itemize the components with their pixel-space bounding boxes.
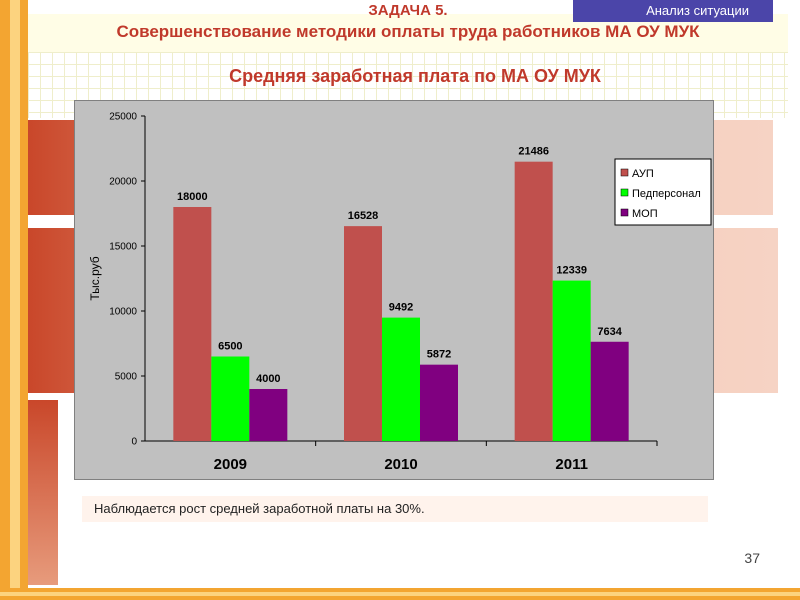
bar-Педперсонал bbox=[552, 280, 591, 441]
task-title: ЗАДАЧА 5. bbox=[368, 2, 448, 19]
data-label: 12339 bbox=[556, 265, 587, 277]
data-label: 7634 bbox=[597, 326, 622, 338]
y-tick-label: 20000 bbox=[109, 177, 137, 188]
y-axis-label: Тыс.руб bbox=[88, 256, 102, 300]
legend-swatch bbox=[620, 208, 629, 217]
chart-heading: Средняя заработная плата по МА ОУ МУК bbox=[229, 66, 601, 86]
data-label: 16528 bbox=[348, 210, 379, 222]
legend-swatch bbox=[620, 188, 629, 197]
data-label: 18000 bbox=[177, 191, 208, 203]
legend-box bbox=[614, 158, 712, 226]
data-label: 6500 bbox=[218, 341, 242, 353]
x-tick-label: 2009 bbox=[214, 456, 247, 473]
bar-Педперсонал bbox=[211, 356, 250, 441]
y-tick-label: 25000 bbox=[109, 112, 137, 123]
y-tick-label: 10000 bbox=[109, 307, 137, 318]
section-tag: Анализ ситуации bbox=[573, 0, 773, 22]
y-tick-label: 0 bbox=[131, 437, 137, 448]
bar-Педперсонал bbox=[382, 317, 420, 441]
bar-МОП bbox=[590, 341, 629, 441]
legend-swatch bbox=[620, 168, 629, 177]
bar-МОП bbox=[249, 389, 288, 441]
decorative-band-bottom bbox=[28, 400, 58, 585]
legend-label: АУП bbox=[632, 168, 654, 180]
bar-АУП bbox=[514, 161, 553, 441]
slide-subtitle: Совершенствование методики оплаты труда … bbox=[116, 22, 700, 41]
legend-label: МОП bbox=[632, 208, 658, 220]
chart-container: 0 5000 10000 15000 20000 25000 Тыс.руб 2009 1800… bbox=[74, 100, 714, 480]
bar-АУП bbox=[344, 226, 382, 441]
observation-note: Наблюдается рост средней заработной плат… bbox=[82, 496, 708, 522]
data-label: 5872 bbox=[427, 349, 451, 361]
x-tick-label: 2010 bbox=[384, 456, 417, 473]
data-label: 21486 bbox=[518, 146, 549, 158]
legend-label: Педперсонал bbox=[632, 188, 701, 200]
y-tick-label: 5000 bbox=[115, 372, 138, 383]
data-label: 9492 bbox=[389, 302, 413, 314]
left-frame-inner-bar bbox=[10, 0, 20, 600]
x-tick-label: 2011 bbox=[555, 456, 588, 473]
bar-chart: 0 5000 10000 15000 20000 25000 Тыс.руб 2009 1800… bbox=[88, 112, 712, 473]
bar-АУП bbox=[173, 207, 212, 441]
bottom-frame-inner-bar bbox=[0, 592, 800, 596]
page-number: 37 bbox=[744, 550, 760, 566]
y-tick-label: 15000 bbox=[109, 242, 137, 253]
data-label: 4000 bbox=[256, 373, 280, 385]
bar-МОП bbox=[420, 364, 458, 441]
